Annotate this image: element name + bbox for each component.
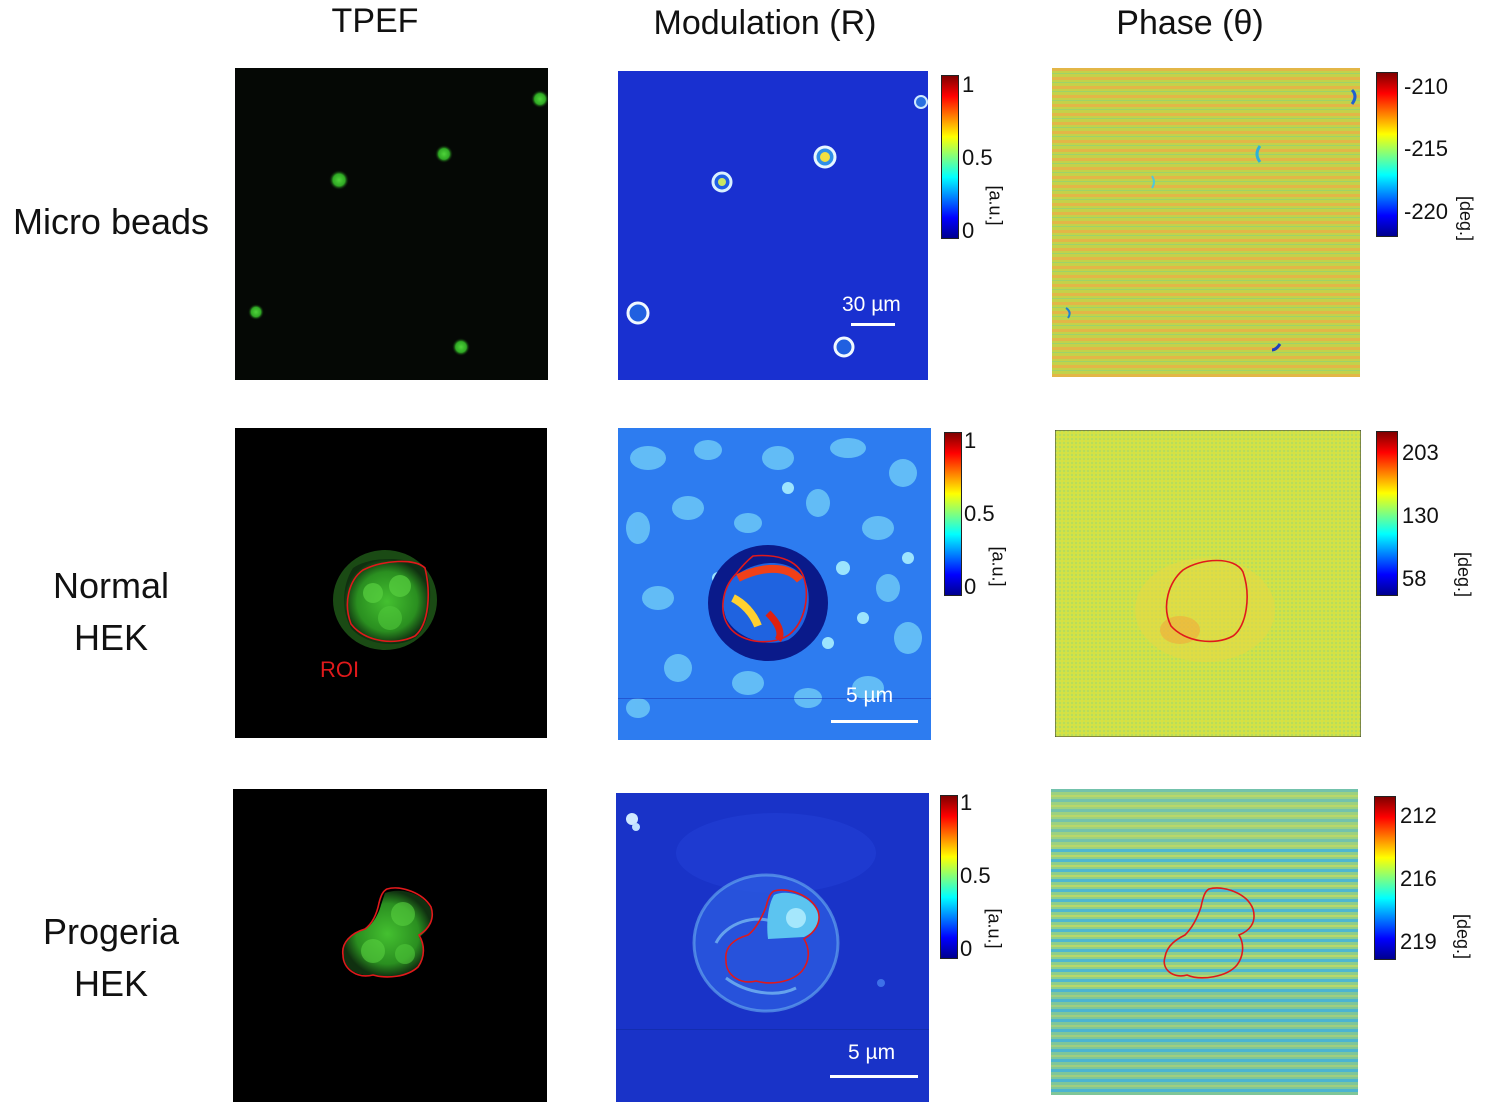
colorbar-unit: [deg.] bbox=[1454, 551, 1475, 598]
row-label-normal-hek: Normal HEK bbox=[0, 560, 222, 664]
row-label-micro-beads: Micro beads bbox=[0, 196, 222, 248]
phase-image-progeria-hek bbox=[1051, 789, 1358, 1095]
tpef-image-normal-hek: ROI bbox=[235, 428, 547, 738]
colorbar-modulation-micro-beads bbox=[941, 75, 959, 239]
row-label-line1: Micro beads bbox=[12, 201, 210, 242]
colorbar-tick: 212 bbox=[1400, 803, 1437, 828]
colorbar-unit: [deg.] bbox=[1456, 195, 1477, 242]
colorbar-tick: 0 bbox=[962, 218, 975, 243]
colorbar-tick: 0 bbox=[964, 574, 977, 599]
row-label-progeria-hek: Progeria HEK bbox=[0, 906, 222, 1010]
colorbar-tick: 0.5 bbox=[962, 145, 993, 170]
scalebar bbox=[831, 720, 918, 723]
phase-image-micro-beads bbox=[1052, 68, 1360, 377]
scalebar bbox=[851, 323, 895, 326]
tpef-image-progeria-hek bbox=[233, 789, 547, 1102]
colorbar-tick: -210 bbox=[1404, 74, 1449, 99]
column-title-tpef: TPEF bbox=[331, 2, 419, 40]
modulation-image-progeria-hek: 5 µm bbox=[616, 793, 929, 1102]
scalebar-label: 30 µm bbox=[842, 293, 901, 316]
bead-rings bbox=[626, 95, 928, 358]
colorbar-tick: 1 bbox=[960, 790, 973, 815]
column-title-phase: Phase (θ) bbox=[1116, 4, 1264, 42]
scalebar-label: 5 µm bbox=[846, 684, 894, 707]
scalebar-label: 5 µm bbox=[848, 1041, 896, 1064]
modulation-image-micro-beads: 30 µm bbox=[618, 71, 928, 380]
colorbar-tick: 203 bbox=[1402, 440, 1439, 465]
row-label-line1: Normal bbox=[52, 565, 169, 606]
colorbar-phase-progeria-hek bbox=[1374, 796, 1396, 960]
modulation-image-normal-hek: 5 µm bbox=[618, 428, 931, 740]
row-label-line1: Progeria bbox=[42, 911, 180, 952]
colorbar-unit: [a.u.] bbox=[985, 185, 1006, 226]
colorbar-modulation-progeria-hek bbox=[940, 795, 958, 959]
colorbar-phase-micro-beads bbox=[1376, 72, 1398, 237]
colorbar-modulation-normal-hek bbox=[944, 432, 962, 596]
colorbar-tick: -215 bbox=[1404, 136, 1449, 161]
row-label-line2: HEK bbox=[73, 617, 149, 658]
scalebar bbox=[830, 1075, 918, 1078]
colorbar-tick: 130 bbox=[1402, 503, 1439, 528]
row-label-line2: HEK bbox=[73, 963, 149, 1004]
colorbar-unit: [a.u.] bbox=[988, 546, 1009, 587]
colorbar-tick: 216 bbox=[1400, 866, 1437, 891]
colorbar-tick: 58 bbox=[1402, 566, 1427, 591]
colorbar-phase-normal-hek bbox=[1376, 431, 1398, 596]
colorbar-tick: 1 bbox=[964, 428, 977, 453]
colorbar-tick: 219 bbox=[1400, 929, 1437, 954]
roi-label: ROI bbox=[320, 657, 360, 682]
colorbar-tick: 1 bbox=[962, 72, 975, 97]
colorbar-tick: 0 bbox=[960, 936, 973, 961]
colorbar-unit: [a.u.] bbox=[984, 908, 1005, 949]
colorbar-unit: [deg.] bbox=[1453, 913, 1474, 960]
column-title-modulation: Modulation (R) bbox=[653, 4, 877, 42]
phase-image-normal-hek bbox=[1055, 430, 1361, 737]
tpef-image-micro-beads bbox=[235, 68, 548, 380]
colorbar-tick: 0.5 bbox=[960, 863, 991, 888]
colorbar-tick: -220 bbox=[1404, 199, 1449, 224]
colorbar-tick: 0.5 bbox=[964, 501, 995, 526]
